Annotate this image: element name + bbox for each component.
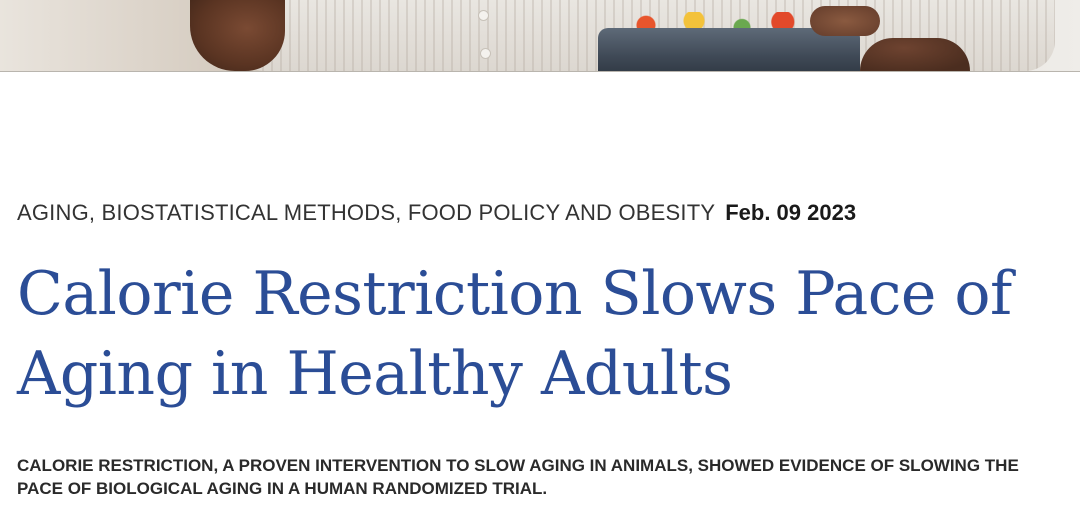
hero-arm-left (190, 0, 285, 71)
article-dek: CALORIE RESTRICTION, A PROVEN INTERVENTI… (17, 456, 1019, 498)
article-title: Calorie Restriction Slows Pace of Aging … (17, 259, 1012, 409)
hero-arm-right (860, 38, 970, 71)
article-date: Feb. 09 2023 (725, 200, 857, 225)
hero-bowl (598, 28, 860, 71)
hero-image (0, 0, 1080, 72)
hero-shirt-button (480, 48, 491, 59)
article-categories: AGING, BIOSTATISTICAL METHODS, FOOD POLI… (17, 200, 716, 225)
hero-hand (810, 6, 880, 36)
article-meta: AGING, BIOSTATISTICAL METHODS, FOOD POLI… (17, 199, 856, 227)
hero-shirt-button (478, 10, 489, 21)
